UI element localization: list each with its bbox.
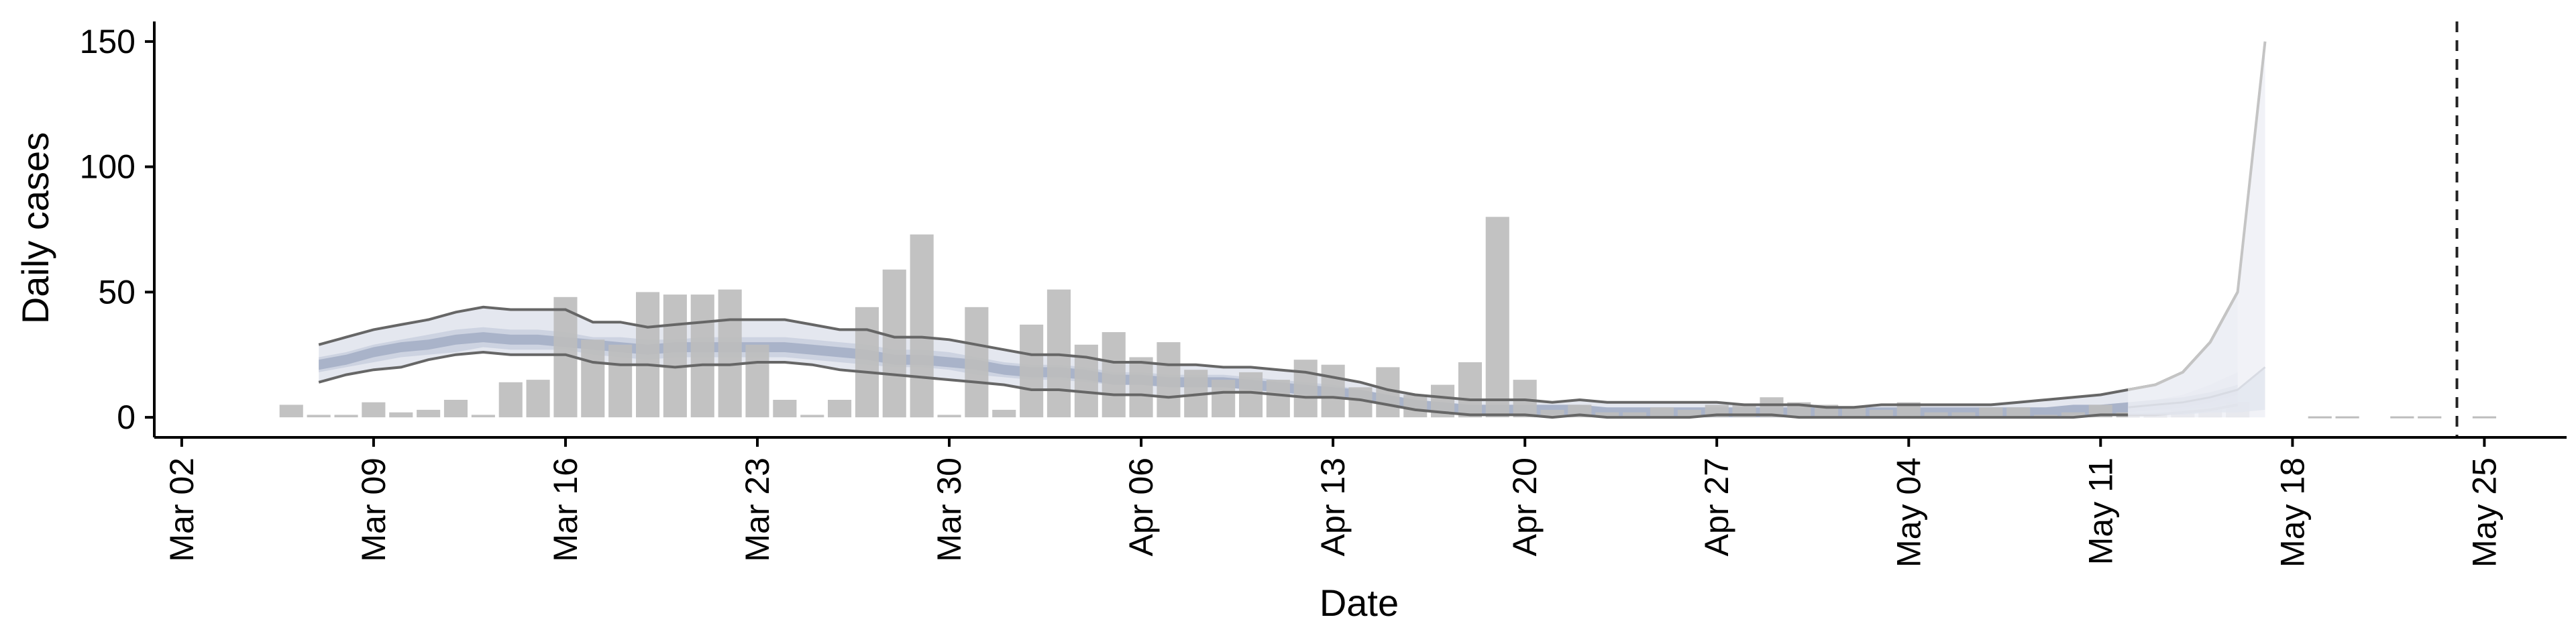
case-bar bbox=[2006, 407, 2031, 418]
lower-interval-line bbox=[318, 350, 2238, 419]
x-tick-label: Apr 20 bbox=[1506, 458, 1544, 556]
case-bar bbox=[1485, 217, 1509, 418]
case-bar bbox=[1321, 364, 1345, 418]
case-bar bbox=[1157, 342, 1181, 418]
case-bar bbox=[526, 380, 550, 418]
interval-lines bbox=[318, 291, 2239, 419]
x-tick-label: May 18 bbox=[2273, 458, 2311, 568]
case-bar bbox=[718, 289, 742, 418]
y-tick-label: 150 bbox=[80, 23, 136, 60]
x-tick-label: May 04 bbox=[1890, 458, 1927, 568]
case-bar bbox=[1869, 409, 1893, 418]
case-bar bbox=[608, 344, 633, 418]
y-tick-label: 100 bbox=[80, 148, 136, 186]
case-bar bbox=[1020, 324, 1044, 418]
case-bar bbox=[581, 339, 605, 418]
case-bar bbox=[992, 409, 1016, 418]
case-bar bbox=[1266, 380, 1290, 418]
forecast-band-90 bbox=[2128, 41, 2265, 418]
axes bbox=[153, 21, 2567, 439]
case-bar bbox=[443, 400, 468, 418]
x-tick-label: Apr 06 bbox=[1122, 458, 1160, 556]
case-bar bbox=[800, 415, 824, 418]
case-bar bbox=[855, 307, 879, 418]
nowcast-band-median bbox=[319, 332, 2238, 418]
x-tick-label: May 11 bbox=[2082, 458, 2119, 565]
y-axis-title: Daily cases bbox=[14, 132, 56, 324]
case-bar bbox=[2061, 412, 2085, 418]
x-axis-title: Date bbox=[1320, 582, 1399, 624]
case-bar bbox=[1403, 394, 1428, 418]
forecast-mid-line bbox=[2128, 366, 2266, 409]
case-bar bbox=[1595, 412, 1619, 418]
case-bar bbox=[882, 269, 906, 418]
y-tick-label: 0 bbox=[117, 398, 136, 436]
x-tick-label: Apr 27 bbox=[1698, 458, 1735, 556]
case-bar bbox=[334, 415, 358, 418]
observed-case-bars bbox=[279, 217, 2250, 418]
case-bar bbox=[745, 344, 769, 418]
axis-ticks: 0 50 100 150 Mar 02 Mar 09 Mar 16 Mar 23 Mar 30 A… bbox=[80, 23, 2504, 568]
x-tick-label: Mar 16 bbox=[547, 458, 584, 562]
x-tick-label: Mar 09 bbox=[355, 458, 392, 562]
upper-interval-line bbox=[318, 291, 2239, 409]
case-bar bbox=[307, 415, 331, 418]
case-bar bbox=[1677, 409, 1701, 418]
case-bar bbox=[471, 415, 495, 418]
x-tick-label: Mar 30 bbox=[930, 458, 968, 562]
case-bar bbox=[417, 409, 441, 418]
case-bar bbox=[1102, 332, 1126, 418]
x-tick-label: May 25 bbox=[2465, 458, 2503, 568]
case-bar bbox=[1979, 407, 2003, 418]
case-bar bbox=[663, 294, 687, 418]
y-tick-label: 50 bbox=[98, 273, 136, 311]
overlay-marks bbox=[2127, 21, 2496, 437]
case-bar bbox=[1924, 412, 1948, 418]
case-bar bbox=[690, 294, 714, 418]
case-bar bbox=[498, 382, 523, 418]
case-bar bbox=[1293, 360, 1318, 418]
case-bar bbox=[1650, 407, 1674, 418]
case-bar bbox=[389, 412, 413, 418]
case-bar bbox=[965, 307, 989, 418]
forecast-band-50 bbox=[2128, 367, 2265, 415]
case-bar bbox=[937, 415, 961, 418]
x-tick-label: Mar 02 bbox=[163, 458, 201, 562]
forecast-upper-line bbox=[2127, 41, 2267, 391]
case-bar bbox=[1212, 380, 1236, 418]
case-bar bbox=[1842, 407, 1866, 418]
case-bar bbox=[636, 292, 660, 418]
case-bar bbox=[279, 405, 303, 418]
case-bar bbox=[1239, 372, 1263, 418]
x-tick-label: Mar 23 bbox=[739, 458, 776, 562]
case-bar bbox=[1623, 412, 1647, 418]
x-tick-label: Apr 13 bbox=[1314, 458, 1352, 556]
case-bar bbox=[362, 402, 386, 418]
case-bar bbox=[1540, 409, 1564, 418]
case-bar bbox=[828, 400, 852, 418]
case-bar bbox=[910, 234, 934, 418]
case-bar bbox=[1458, 362, 1482, 418]
case-bar bbox=[1129, 357, 1153, 418]
case-bar bbox=[773, 400, 797, 418]
case-bar bbox=[1951, 412, 1976, 418]
